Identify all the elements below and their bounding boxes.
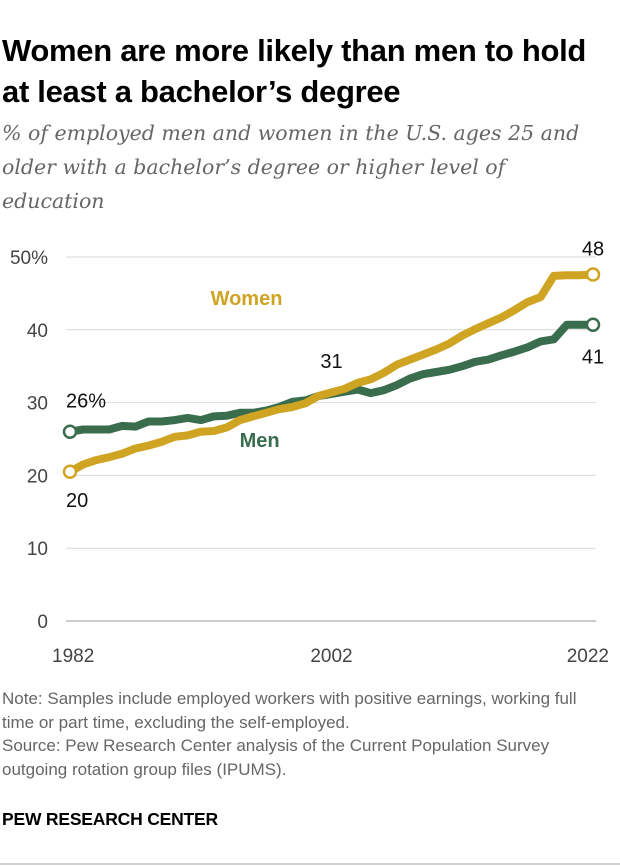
line-chart: 0 10 20 30 40 50% 1982 2002 2022 20 48 26% 31 41 Wom… [10,238,609,667]
footnote: Note: Samples include employed workers w… [2,687,612,781]
chart-subtitle: % of employed men and women in the U.S. … [2,121,580,213]
y-tick-label: 10 [27,539,48,560]
women-data-label: 48 [582,238,604,260]
chart-title: Women are more likely than men to hold a… [2,33,587,109]
y-tick-label: 20 [27,466,48,487]
brand-logo-text: PEW RESEARCH CENTER [2,809,218,829]
y-tick-label: 30 [27,394,48,415]
gridlines [66,256,596,622]
men-series-line [69,320,593,436]
y-tick-label: 50% [10,248,48,269]
women-series-label: Women [211,288,283,310]
x-tick-label: 2002 [310,646,352,667]
x-tick-label: 2022 [567,646,609,667]
y-tick-label: 0 [37,612,48,633]
men-data-label: 41 [582,347,604,369]
women-start-marker [62,464,78,480]
bottom-divider [0,863,620,865]
men-data-label: 26% [66,391,106,413]
x-tick-label: 1982 [52,646,94,667]
men-start-marker [62,424,78,439]
women-end-marker [585,267,601,282]
series-lines [62,267,601,480]
women-series-line [68,270,594,476]
x-axis-ticks: 1982 2002 2022 [52,646,609,667]
data-labels: 20 48 26% 31 41 Women Men [66,238,604,511]
men-data-label: 31 [320,351,342,373]
note-text: Note: Samples include employed workers w… [2,689,577,732]
source-text: Source: Pew Research Center analysis of … [2,736,550,779]
men-series-label: Men [240,430,280,452]
y-tick-label: 40 [27,321,48,342]
y-axis-ticks: 0 10 20 30 40 50% [10,248,48,633]
men-end-marker [585,317,601,332]
women-data-label: 20 [66,490,88,512]
